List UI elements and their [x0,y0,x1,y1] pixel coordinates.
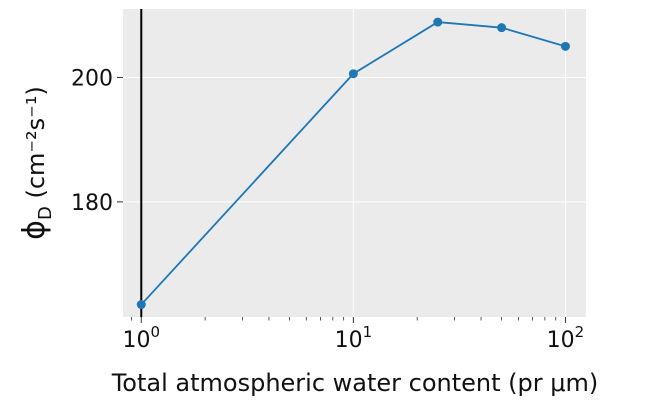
data-points [136,17,570,310]
x-tick-label: 101 [335,323,373,353]
x-tick-label: 100 [123,323,161,353]
data-point [497,23,507,33]
data-point [560,41,570,51]
y-tick-label: 200 [71,66,113,91]
x-axis-label: Total atmospheric water content (pr μm) [111,369,599,397]
y-axis-ticks: 180 200 [71,66,123,216]
x-tick-label: 102 [547,323,585,353]
data-point [136,300,146,310]
data-point [433,17,443,27]
y-axis-label-units: (cm⁻²s⁻¹) [22,86,50,206]
x-minor-ticks [131,317,557,321]
plot-background [123,9,586,317]
y-axis-label: ϕD (cm⁻²s⁻¹) [17,86,56,240]
y-axis-label-symbol: ϕ [17,220,52,240]
y-axis-label-subscript: D [35,206,56,220]
data-point [348,69,358,79]
x-axis-ticks: 100 101 102 [123,317,585,353]
y-tick-label: 180 [71,191,113,216]
